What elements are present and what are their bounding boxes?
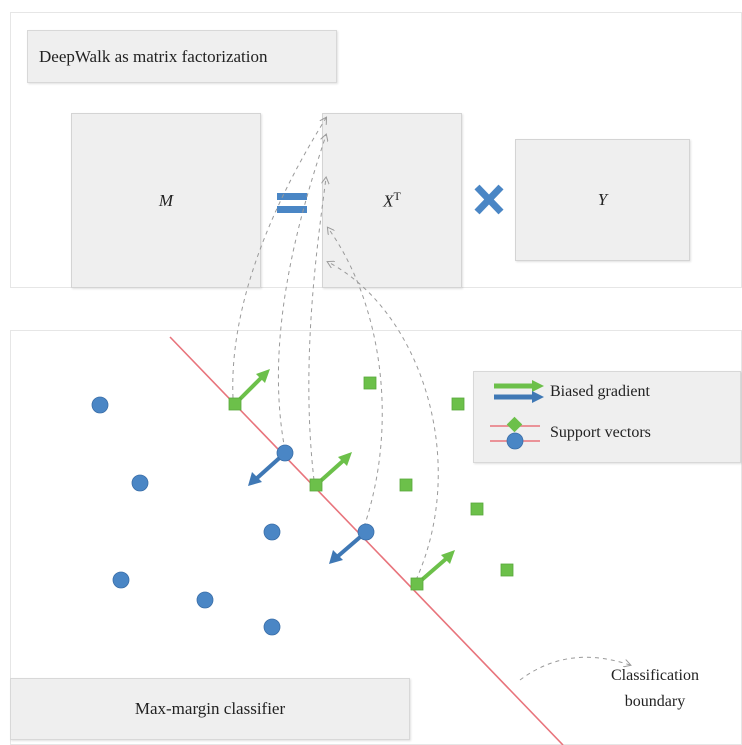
matrix-y-label: Y [597, 190, 608, 209]
dashed-arc-6 [519, 656, 630, 681]
blue-support-vector [329, 523, 375, 564]
matrix-m: M [71, 113, 261, 288]
dashed-arc-3 [308, 178, 326, 481]
matrix-m-label: M [158, 190, 174, 210]
top-panel-title-box: DeepWalk as matrix factorization [27, 30, 337, 83]
boundary-label-line1: Classification [611, 667, 699, 684]
blue-point [263, 618, 281, 636]
matrix-x-transpose: XT [322, 113, 462, 288]
blue-point [263, 523, 281, 541]
matrix-x-label: XT [383, 189, 401, 211]
blue-support-vector [248, 444, 294, 486]
bottom-caption: Max-margin classifier [134, 699, 286, 718]
dashed-arc-1 [232, 118, 326, 399]
times-icon [474, 184, 504, 215]
equals-icon [277, 193, 307, 213]
legend-support-vectors-label: Support vectors [550, 424, 651, 441]
blue-point [196, 591, 214, 609]
matrix-y: Y [515, 139, 690, 261]
green-point [470, 502, 484, 516]
boundary-label-line2: boundary [624, 693, 686, 710]
blue-point [131, 474, 149, 492]
green-support-vector [410, 550, 455, 591]
boundary-label: Classification boundary [596, 663, 714, 715]
blue-point [112, 571, 130, 589]
bottom-caption-box: Max-margin classifier [10, 678, 410, 740]
dashed-arc-4 [328, 228, 383, 528]
green-support-vector [228, 369, 270, 411]
top-panel-title: DeepWalk as matrix factorization [39, 46, 268, 66]
green-point [363, 376, 377, 390]
green-support-vector [309, 452, 352, 492]
green-point [451, 397, 465, 411]
green-point [500, 563, 514, 577]
blue-point [91, 396, 109, 414]
green-point [399, 478, 413, 492]
dashed-arc-2 [277, 135, 326, 451]
dashed-arc-5 [328, 262, 439, 581]
legend-support-vector-icon [490, 416, 540, 450]
legend-gradient-icon [494, 380, 544, 403]
legend-biased-gradient-label: Biased gradient [550, 383, 650, 400]
